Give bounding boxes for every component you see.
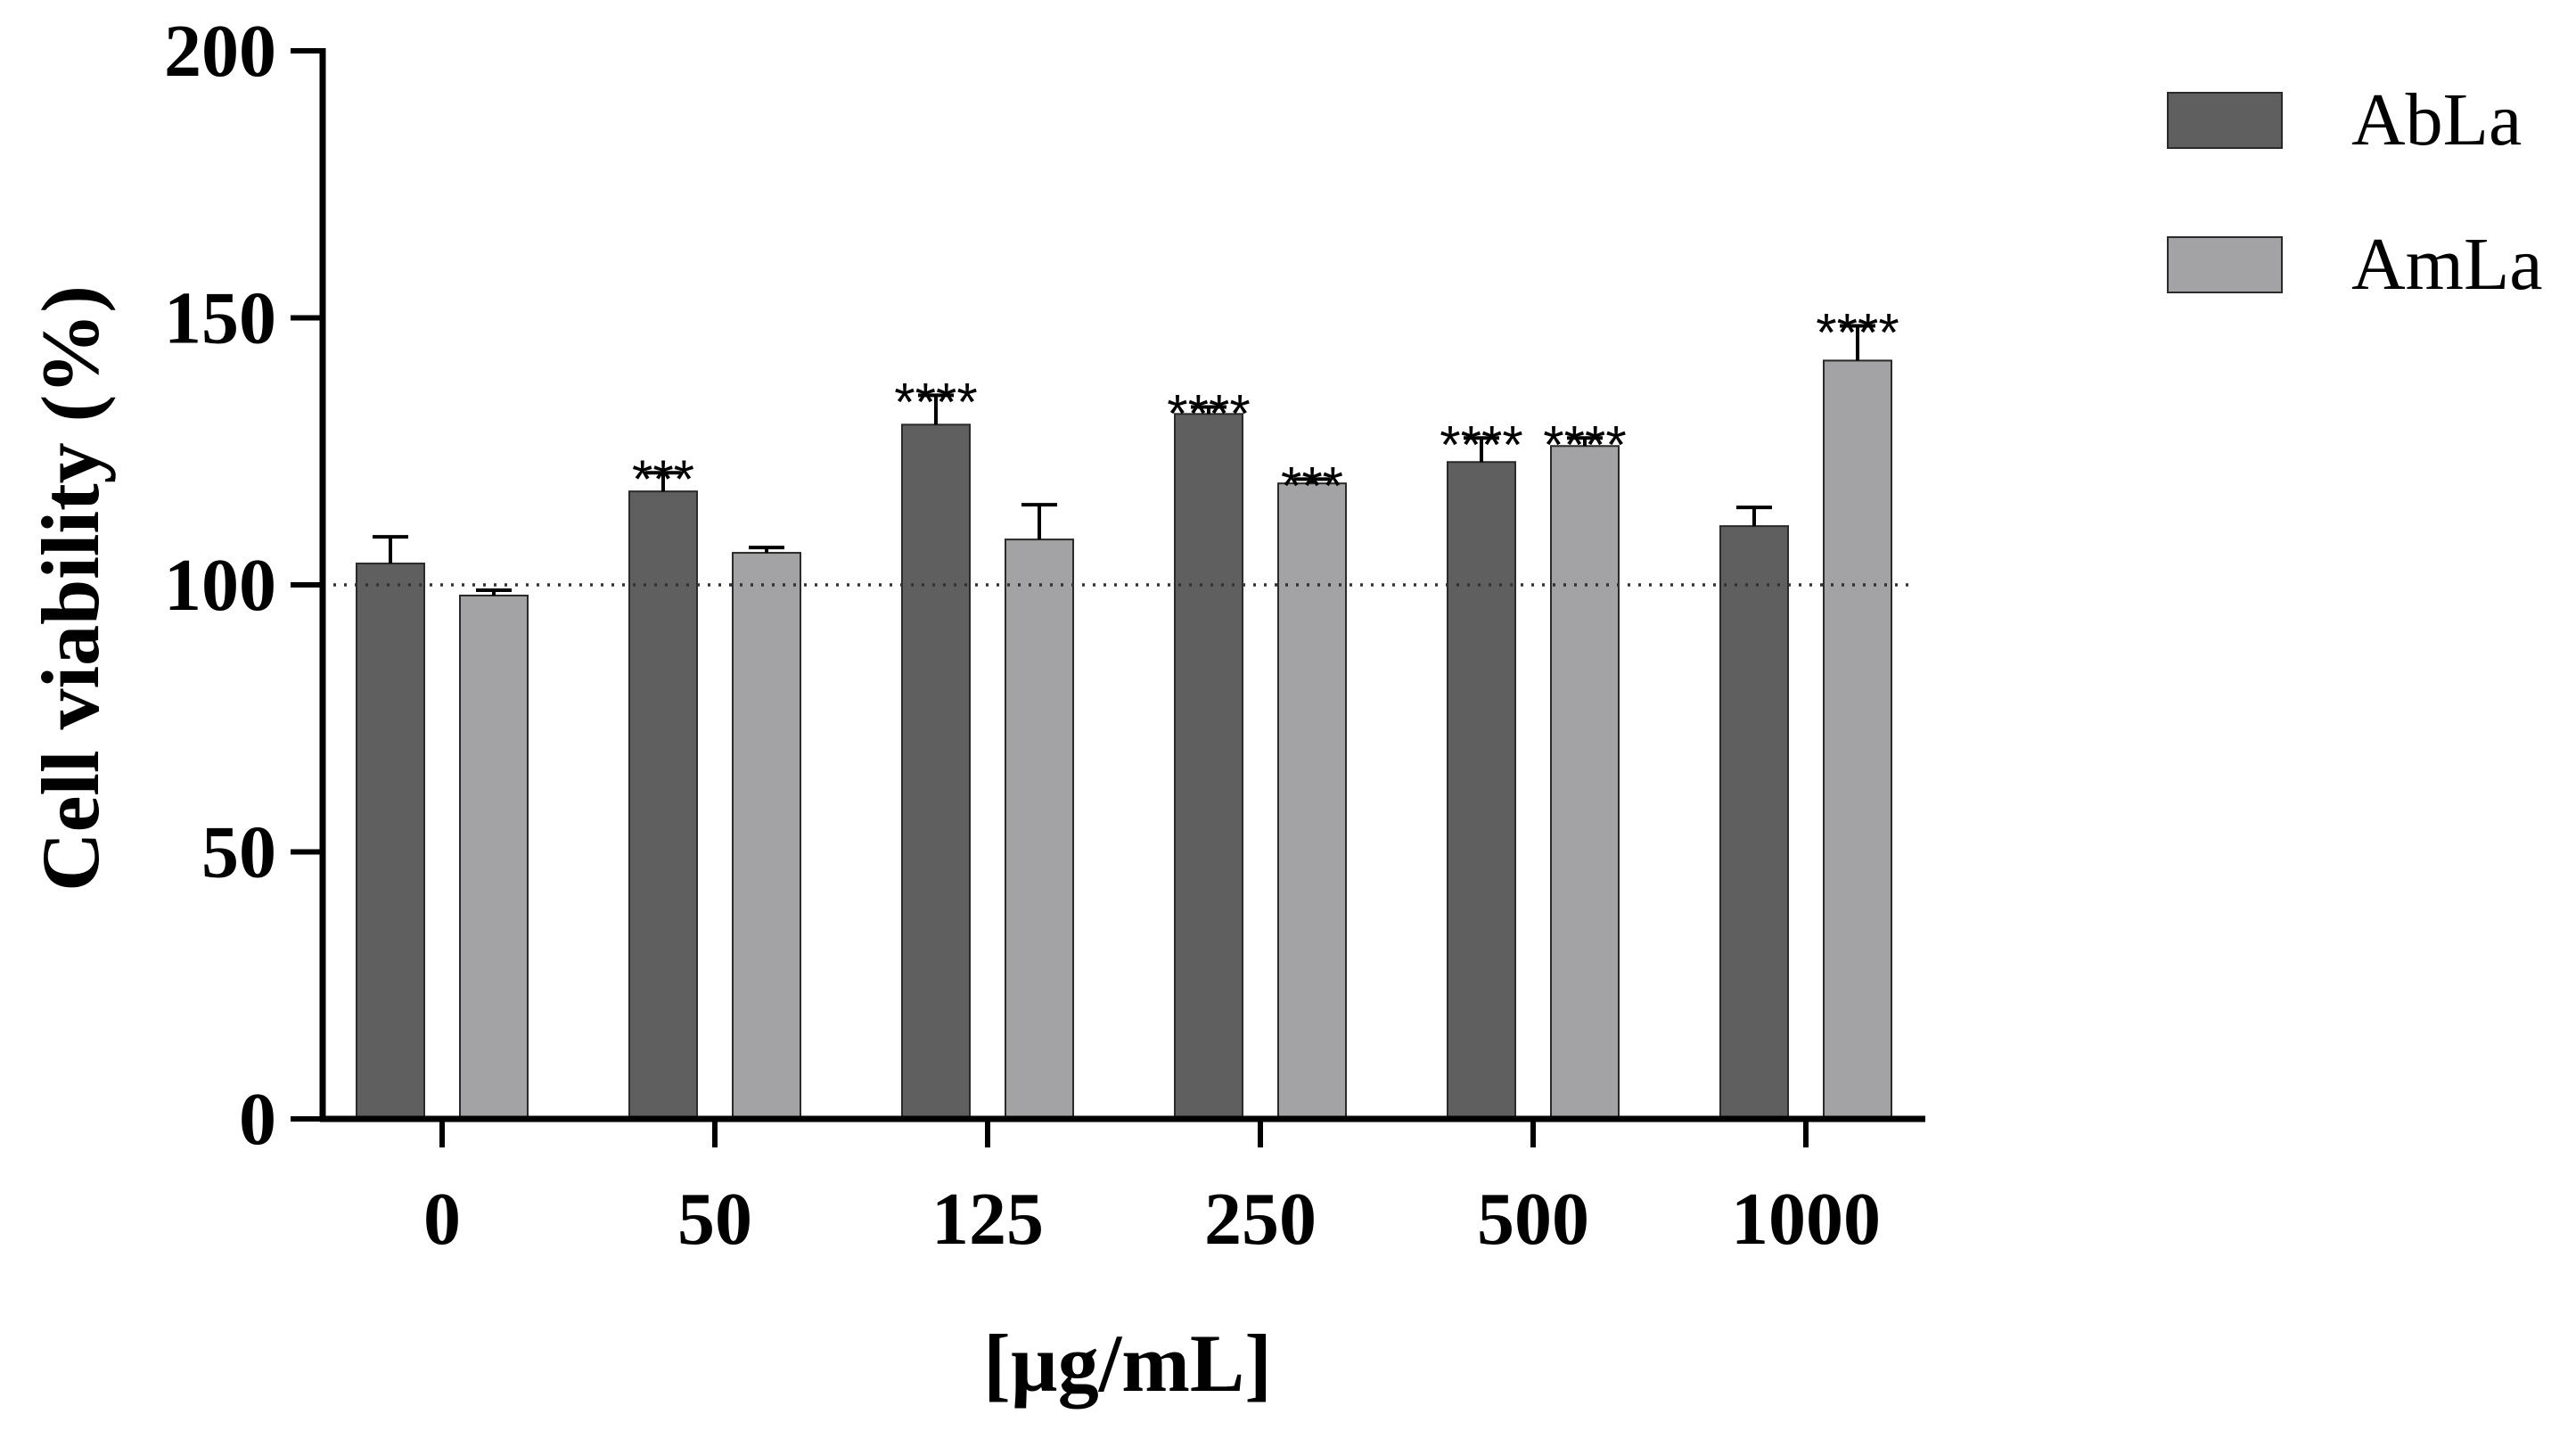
bars-layer xyxy=(356,324,1892,1121)
significance-label-amla-1000: **** xyxy=(1816,302,1899,362)
y-tick-label-100: 100 xyxy=(164,544,276,627)
x-tick-label-250: 250 xyxy=(1204,1178,1317,1261)
significance-label-amla-250: *** xyxy=(1281,456,1343,515)
significance-label-abla-250: **** xyxy=(1167,384,1250,444)
x-tick-label-500: 500 xyxy=(1477,1178,1589,1261)
axes-layer xyxy=(291,48,1925,1147)
y-axis-title: Cell viability (%) xyxy=(25,285,116,892)
y-tick-label-0: 0 xyxy=(239,1078,276,1161)
x-tick-label-1000: 1000 xyxy=(1731,1178,1881,1261)
legend-label-amla: AmLa xyxy=(2351,223,2543,306)
y-tick-label-50: 50 xyxy=(201,811,276,894)
labels-layer: [µg/mL] Cell viability (%) 0 *** 50 **** 125… xyxy=(25,10,1899,1409)
bar-amla-125 xyxy=(1005,539,1074,1120)
bar-abla-500 xyxy=(1447,461,1516,1120)
x-axis-title: [µg/mL] xyxy=(983,1318,1272,1409)
bar-amla-0 xyxy=(459,594,529,1120)
x-tick-label-125: 125 xyxy=(931,1178,1044,1261)
x-tick-label-0: 0 xyxy=(423,1178,461,1261)
bar-amla-500 xyxy=(1550,445,1620,1120)
bar-abla-1000 xyxy=(1719,525,1789,1120)
bar-amla-250 xyxy=(1277,482,1347,1120)
bar-abla-0 xyxy=(356,563,425,1120)
legend-swatch-amla xyxy=(2167,236,2283,293)
significance-label-abla-500: **** xyxy=(1440,415,1522,474)
significance-label-amla-500: **** xyxy=(1543,415,1626,474)
legend-label-abla: AbLa xyxy=(2351,78,2522,161)
bar-amla-50 xyxy=(732,552,801,1120)
bar-amla-1000 xyxy=(1823,359,1892,1121)
y-tick-label-150: 150 xyxy=(164,277,276,360)
legend-swatch-abla xyxy=(2167,92,2283,149)
significance-label-abla-125: **** xyxy=(894,372,977,432)
legend: AbLa AmLa xyxy=(2167,78,2543,306)
bar-abla-125 xyxy=(901,423,971,1120)
y-tick-label-200: 200 xyxy=(164,10,276,93)
x-tick-label-50: 50 xyxy=(677,1178,752,1261)
bar-abla-50 xyxy=(628,490,698,1120)
bar-abla-250 xyxy=(1174,413,1243,1120)
significance-label-abla-50: *** xyxy=(632,449,694,509)
